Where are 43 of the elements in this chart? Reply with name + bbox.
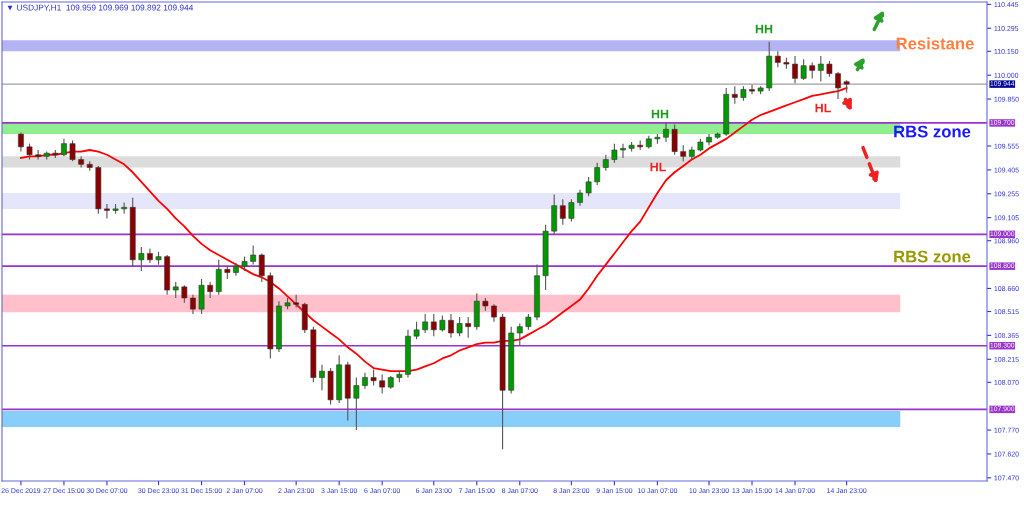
candlestick: [207, 281, 214, 299]
candlestick: [792, 55, 798, 84]
candlestick: [516, 322, 523, 347]
candlestick: [835, 71, 841, 100]
text: RBS zone: [894, 125, 971, 138]
candlestick: [620, 143, 626, 159]
candlestick: [258, 252, 265, 283]
annotation: HH: [651, 109, 669, 119]
annotation: HL: [815, 103, 831, 113]
candlestick: [800, 58, 807, 81]
candlestick: [671, 123, 678, 156]
chart-title: ▼ USDJPY,H1 109.959 109.969 109.892 109.944: [7, 4, 194, 12]
candlestick: [319, 364, 325, 391]
candlestick: [422, 313, 429, 334]
candlestick: [448, 313, 454, 339]
candlestick: [78, 155, 84, 169]
candlestick: [663, 122, 669, 143]
candlestick: [104, 203, 110, 219]
candlestick: [190, 294, 196, 315]
candlestick: [817, 55, 824, 83]
candlestick: [594, 162, 601, 186]
candlestick: [138, 246, 145, 272]
candlestick: [456, 316, 463, 337]
candlestick: [568, 198, 575, 223]
candlestick: [215, 259, 222, 296]
candlestick: [585, 176, 592, 197]
candlestick: [18, 131, 24, 153]
annotation: HL: [650, 162, 666, 172]
candlestick: [250, 244, 257, 266]
candlestick: [121, 201, 127, 215]
candlestick: [379, 373, 386, 395]
text: Resistane: [896, 37, 974, 50]
candlestick: [353, 377, 360, 431]
candlestick: [749, 84, 755, 95]
candlestick: [69, 139, 76, 162]
candlestick: [465, 316, 472, 339]
candlestick: [611, 143, 618, 164]
candlestick: [430, 313, 437, 337]
candlestick: [35, 149, 41, 161]
candlestick: [559, 198, 566, 226]
text: RBS zone: [894, 250, 971, 263]
annotation: HH: [755, 24, 773, 34]
candlestick: [198, 278, 205, 315]
